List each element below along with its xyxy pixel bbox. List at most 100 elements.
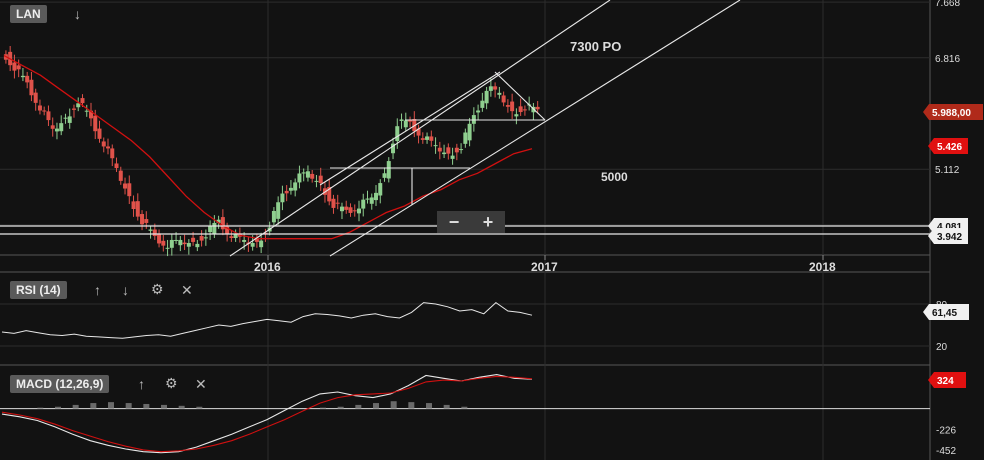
candle-body — [484, 90, 489, 104]
zoom-bar: − + — [437, 211, 505, 233]
candle-body — [97, 128, 102, 139]
candle-body — [110, 148, 115, 159]
candle-body — [131, 201, 136, 210]
candle-body — [169, 239, 174, 248]
trendline — [494, 71, 546, 121]
rsi-label[interactable]: RSI (14) — [10, 281, 67, 299]
arrow-down-icon[interactable]: ↓ — [122, 282, 129, 298]
candle-body — [123, 183, 128, 189]
candle-body — [242, 239, 247, 242]
macd-label[interactable]: MACD (12,26,9) — [10, 375, 110, 393]
candle-body — [356, 208, 361, 214]
candle-body — [480, 100, 485, 108]
candle-body — [37, 105, 42, 111]
candle-body — [488, 86, 493, 91]
candle-body — [425, 136, 430, 140]
candle-body — [305, 171, 310, 178]
candle-body — [88, 110, 93, 119]
zoom-out-button[interactable]: − — [448, 212, 460, 232]
candle-body — [225, 226, 230, 234]
candle-body — [378, 183, 383, 196]
gear-icon[interactable]: ⚙ — [151, 281, 164, 297]
candle-body — [135, 201, 140, 217]
candle-body — [271, 210, 276, 223]
candle-body — [501, 95, 506, 103]
macd-histogram-bar — [37, 407, 44, 409]
candle-body — [318, 175, 323, 184]
candle-body — [254, 237, 259, 242]
candle-body — [339, 206, 344, 212]
moving-average-line — [3, 55, 533, 240]
candle-body — [101, 141, 106, 147]
candle-body — [46, 111, 51, 121]
candle-body — [174, 239, 179, 241]
zoom-in-button[interactable]: + — [482, 212, 494, 232]
candle-body — [229, 236, 234, 238]
candle-body — [348, 207, 353, 213]
candle-body — [191, 237, 196, 242]
candle-body — [33, 92, 38, 103]
macd-histogram-bar — [55, 406, 61, 409]
close-icon[interactable]: ✕ — [195, 376, 207, 392]
candle-body — [71, 108, 76, 110]
y-tick-label: 5.112 — [935, 165, 960, 176]
candle-body — [382, 173, 387, 178]
trendline — [329, 0, 741, 257]
candle-body — [114, 163, 119, 169]
candle-body — [446, 147, 451, 154]
candle-body — [429, 136, 434, 141]
candle-body — [395, 126, 400, 142]
rsi-value-tag: 61,45 — [923, 304, 969, 320]
price-tag-text: 5.426 — [937, 142, 962, 153]
candle-body — [416, 128, 421, 136]
macd-tick-label: -452 — [936, 446, 956, 457]
candle-body — [437, 147, 442, 152]
candle-body — [310, 173, 315, 179]
candle-body — [199, 236, 204, 241]
candle-body — [497, 92, 502, 95]
candle-body — [433, 145, 438, 147]
y-tick-label: 6.816 — [935, 54, 960, 65]
close-icon[interactable]: ✕ — [181, 282, 193, 298]
trendline — [319, 71, 501, 186]
candle-body — [301, 172, 306, 174]
candle-body — [42, 110, 47, 112]
candle-body — [327, 187, 332, 202]
price-tag-text: 324 — [937, 376, 954, 387]
candle-body — [54, 128, 59, 132]
trendline — [229, 0, 611, 257]
gear-icon[interactable]: ⚙ — [165, 375, 178, 391]
x-tick-label: 2018 — [809, 260, 836, 274]
candle-body — [93, 115, 98, 132]
candle-body — [450, 155, 455, 159]
x-tick-label: 2016 — [254, 260, 281, 274]
candle-body — [106, 146, 111, 149]
candle-body — [510, 101, 515, 112]
macd-histogram-bar — [461, 406, 468, 409]
price-tag-shape — [923, 304, 969, 320]
candle-body — [412, 119, 417, 132]
symbol-label[interactable]: LAN — [10, 5, 47, 23]
candle-body — [352, 210, 357, 212]
candle-body — [16, 65, 21, 70]
candle-body — [140, 214, 145, 225]
candle-body — [365, 198, 370, 200]
macd-series-line — [1, 374, 533, 454]
y-tick-label: 7.668 — [935, 0, 960, 9]
candle-body — [331, 198, 336, 208]
macd-histogram-bar — [355, 404, 362, 409]
candle-body — [25, 75, 30, 83]
candle-body — [391, 143, 396, 154]
arrow-down-icon[interactable]: ↓ — [74, 6, 81, 22]
candle-body — [420, 138, 425, 140]
candle-body — [233, 233, 238, 238]
arrow-up-icon[interactable]: ↑ — [138, 376, 145, 392]
candle-body — [361, 199, 366, 209]
price-tag-shape — [928, 228, 968, 244]
candle-body — [408, 120, 413, 122]
candle-body — [250, 243, 255, 247]
candle-body — [259, 240, 264, 248]
candle-body — [148, 229, 153, 231]
arrow-up-icon[interactable]: ↑ — [94, 282, 101, 298]
